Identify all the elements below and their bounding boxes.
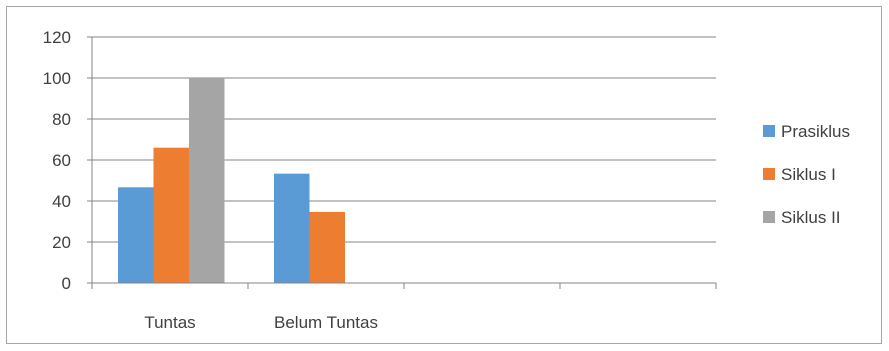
bars bbox=[118, 78, 345, 283]
legend-swatch bbox=[763, 125, 775, 137]
legend-swatch bbox=[763, 211, 775, 223]
chart-frame bbox=[6, 6, 882, 344]
axes: 0 20 40 60 80 100 120 Tuntas Belum Tuntas bbox=[43, 28, 717, 332]
y-tick-label: 40 bbox=[52, 192, 71, 211]
y-tick-label: 60 bbox=[52, 151, 71, 170]
legend-label: Siklus I bbox=[781, 165, 836, 184]
bar-prasiklus bbox=[274, 173, 310, 283]
y-tick-label: 100 bbox=[43, 69, 71, 88]
x-category-label: Tuntas bbox=[144, 313, 195, 332]
legend-label: Prasiklus bbox=[781, 122, 850, 141]
bar-siklus-ii bbox=[189, 78, 225, 283]
legend-swatch bbox=[763, 168, 775, 180]
bar-siklus-i bbox=[309, 211, 345, 283]
y-tick-label: 80 bbox=[52, 110, 71, 129]
x-category-label: Belum Tuntas bbox=[274, 313, 378, 332]
y-tick-label: 120 bbox=[43, 28, 71, 47]
legend[interactable]: Prasiklus Siklus I Siklus II bbox=[763, 122, 850, 227]
bar-prasiklus bbox=[118, 187, 154, 283]
bar-siklus-i bbox=[153, 147, 189, 283]
legend-label: Siklus II bbox=[781, 208, 841, 227]
y-tick-label: 0 bbox=[62, 274, 71, 293]
y-tick-label: 20 bbox=[52, 233, 71, 252]
